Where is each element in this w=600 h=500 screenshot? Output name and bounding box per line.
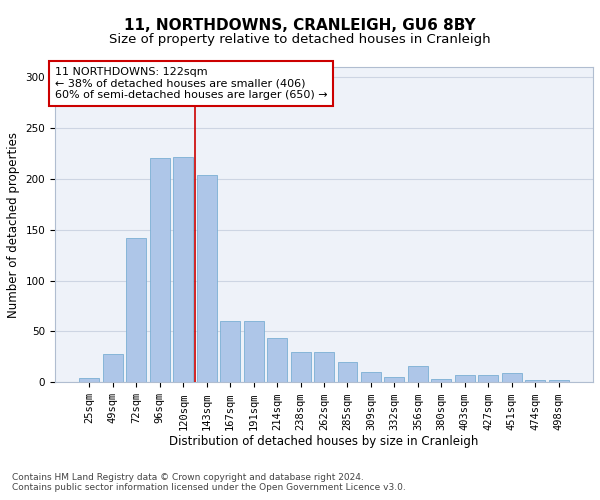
Bar	[173, 158, 193, 382]
Bar	[548, 380, 569, 382]
Bar	[314, 352, 334, 382]
Y-axis label: Number of detached properties: Number of detached properties	[7, 132, 20, 318]
Bar	[103, 354, 123, 382]
Bar	[431, 379, 451, 382]
Bar	[478, 375, 498, 382]
Bar	[197, 175, 217, 382]
Bar	[385, 377, 404, 382]
Bar	[267, 338, 287, 382]
Bar	[290, 352, 311, 382]
X-axis label: Distribution of detached houses by size in Cranleigh: Distribution of detached houses by size …	[169, 435, 479, 448]
Text: 11 NORTHDOWNS: 122sqm
← 38% of detached houses are smaller (406)
60% of semi-det: 11 NORTHDOWNS: 122sqm ← 38% of detached …	[55, 67, 328, 100]
Bar	[127, 238, 146, 382]
Text: Contains public sector information licensed under the Open Government Licence v3: Contains public sector information licen…	[12, 482, 406, 492]
Bar	[455, 375, 475, 382]
Bar	[338, 362, 358, 382]
Bar	[150, 158, 170, 382]
Text: 11, NORTHDOWNS, CRANLEIGH, GU6 8BY: 11, NORTHDOWNS, CRANLEIGH, GU6 8BY	[124, 18, 476, 32]
Text: Contains HM Land Registry data © Crown copyright and database right 2024.: Contains HM Land Registry data © Crown c…	[12, 472, 364, 482]
Bar	[79, 378, 100, 382]
Bar	[244, 321, 263, 382]
Bar	[361, 372, 381, 382]
Text: Size of property relative to detached houses in Cranleigh: Size of property relative to detached ho…	[109, 32, 491, 46]
Bar	[220, 321, 240, 382]
Bar	[408, 366, 428, 382]
Bar	[525, 380, 545, 382]
Bar	[502, 373, 521, 382]
